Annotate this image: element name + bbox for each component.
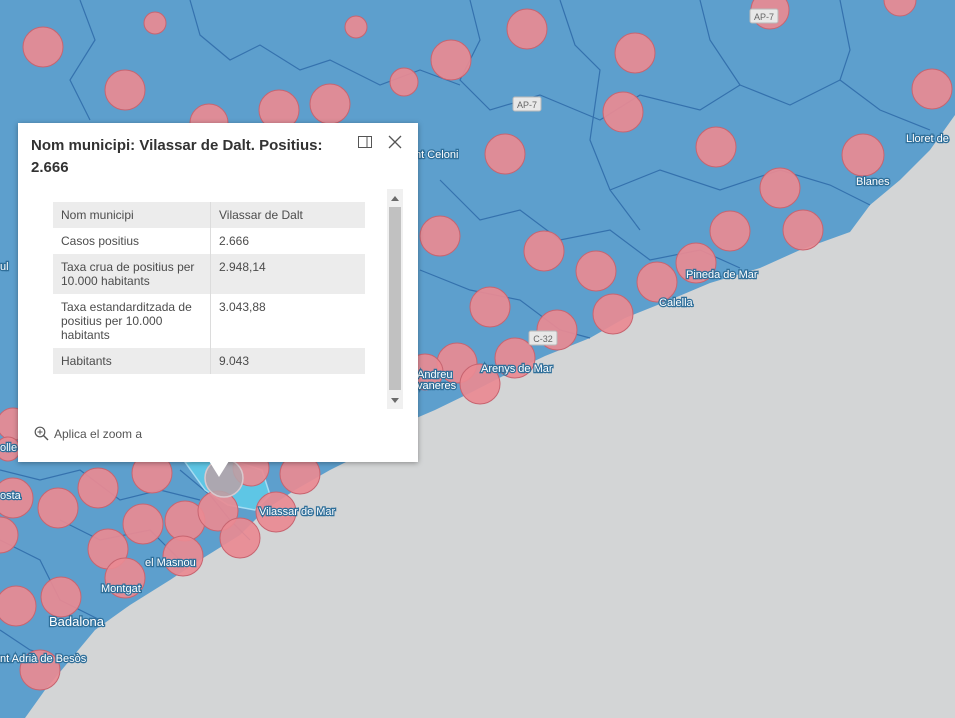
case-bubble[interactable] — [841, 133, 885, 177]
close-icon — [388, 135, 402, 149]
label-arenys: Arenys de Mar — [481, 363, 553, 375]
label-ul: ul — [0, 261, 9, 273]
case-bubble[interactable] — [255, 491, 297, 533]
popup-content[interactable]: Nom municipi Vilassar de Dalt Casos posit… — [31, 189, 403, 409]
label-adria: nt Adrià de Besòs — [0, 653, 87, 665]
zoom-in-icon — [34, 426, 49, 441]
case-bubble[interactable] — [162, 535, 204, 577]
scrollbar[interactable] — [387, 189, 403, 409]
case-bubbles — [0, 0, 953, 691]
label-lloret: Lloret de — [906, 133, 949, 145]
label-masnou: el Masnou — [145, 557, 196, 569]
field-key: Habitants — [53, 348, 211, 374]
case-bubble[interactable] — [469, 286, 511, 328]
label-olle: olle — [0, 442, 17, 454]
info-popup: Nom municipi: Vilassar de Dalt. Positius… — [18, 123, 418, 477]
label-vaneres: vaneres — [417, 380, 457, 392]
label-montgat: Montgat — [101, 583, 141, 595]
case-bubble[interactable] — [883, 0, 917, 17]
case-bubble[interactable] — [614, 32, 656, 74]
case-bubble[interactable] — [19, 649, 61, 691]
case-bubble[interactable] — [459, 363, 501, 405]
case-bubble[interactable] — [759, 167, 801, 209]
road-shield-c32: C-32 — [528, 330, 558, 346]
field-key: Casos positius — [53, 228, 211, 254]
field-key: Nom municipi — [53, 202, 211, 228]
case-bubble[interactable] — [911, 68, 953, 110]
case-bubble[interactable] — [0, 477, 34, 519]
case-bubble[interactable] — [782, 209, 824, 251]
municipal-borders — [0, 0, 931, 661]
svg-text:AP-7: AP-7 — [517, 100, 537, 110]
label-pineda: Pineda de Mar — [686, 269, 758, 281]
attribute-table: Nom municipi Vilassar de Dalt Casos posit… — [53, 202, 365, 374]
case-bubble[interactable] — [494, 337, 536, 379]
case-bubble[interactable] — [484, 133, 526, 175]
field-key: Taxa estandarditzada de positius per 10.… — [53, 294, 211, 348]
case-bubble[interactable] — [0, 585, 37, 627]
label-andreu: Andreu — [417, 369, 452, 381]
label-blanes: Blanes — [856, 176, 890, 188]
case-bubble[interactable] — [430, 39, 472, 81]
case-bubble[interactable] — [695, 126, 737, 168]
table-row: Taxa crua de positius per 10.000 habitan… — [53, 254, 365, 294]
label-badalona: Badalona — [49, 614, 105, 629]
road-shield-ap7-north: AP-7 — [749, 8, 779, 24]
case-bubble[interactable] — [344, 15, 368, 39]
case-bubble[interactable] — [506, 8, 548, 50]
popup-title: Nom municipi: Vilassar de Dalt. Positius… — [31, 137, 323, 176]
case-bubble[interactable] — [104, 69, 146, 111]
label-celoni: nt Celoni — [415, 149, 458, 161]
case-bubble[interactable] — [389, 67, 419, 97]
svg-text:AP-7: AP-7 — [754, 12, 774, 22]
case-bubble[interactable] — [0, 516, 19, 554]
case-bubble[interactable] — [419, 215, 461, 257]
label-calella: Calella — [659, 297, 694, 309]
case-bubble[interactable] — [592, 293, 634, 335]
dock-icon — [358, 136, 372, 148]
label-vilassar-mar: Vilassar de Mar — [259, 506, 336, 518]
case-bubble[interactable] — [602, 91, 644, 133]
case-bubble[interactable] — [77, 467, 119, 509]
field-value: 2.666 — [210, 228, 365, 254]
scroll-down-icon[interactable] — [391, 398, 399, 403]
field-value: Vilassar de Dalt — [210, 202, 365, 228]
dock-button[interactable] — [358, 135, 372, 149]
table-row: Habitants 9.043 — [53, 348, 365, 374]
zoom-label: Aplica el zoom a — [54, 426, 143, 441]
case-bubble[interactable] — [675, 242, 717, 284]
case-bubble[interactable] — [709, 210, 751, 252]
case-bubble[interactable] — [575, 250, 617, 292]
case-bubble[interactable] — [122, 503, 164, 545]
scroll-up-icon[interactable] — [391, 196, 399, 201]
field-value: 3.043,88 — [210, 294, 365, 348]
zoom-to-action[interactable]: Aplica el zoom a — [34, 426, 142, 441]
field-value: 2.948,14 — [210, 254, 365, 294]
popup-pointer — [209, 461, 229, 477]
case-bubble[interactable] — [309, 83, 351, 125]
label-gosta: osta — [0, 490, 22, 502]
case-bubble[interactable] — [523, 230, 565, 272]
svg-text:C-32: C-32 — [533, 334, 553, 344]
scroll-thumb[interactable] — [389, 207, 401, 390]
close-button[interactable] — [388, 135, 402, 149]
field-value: 9.043 — [210, 348, 365, 374]
place-labels: Lloret de Blanes Pineda de Mar Calella A… — [0, 132, 950, 667]
table-row: Nom municipi Vilassar de Dalt — [53, 202, 365, 228]
case-bubble[interactable] — [219, 517, 261, 559]
table-row: Casos positius 2.666 — [53, 228, 365, 254]
road-shield-ap7-mid: AP-7 — [512, 96, 542, 112]
field-key: Taxa crua de positius per 10.000 habitan… — [53, 254, 211, 294]
case-bubble[interactable] — [40, 576, 82, 618]
case-bubble[interactable] — [37, 487, 79, 529]
case-bubble[interactable] — [104, 557, 146, 599]
road-shields: AP-7 AP-7 C-32 — [512, 8, 779, 346]
case-bubble[interactable] — [22, 26, 64, 68]
case-bubble[interactable] — [143, 11, 167, 35]
case-bubble[interactable] — [636, 261, 678, 303]
table-row: Taxa estandarditzada de positius per 10.… — [53, 294, 365, 348]
